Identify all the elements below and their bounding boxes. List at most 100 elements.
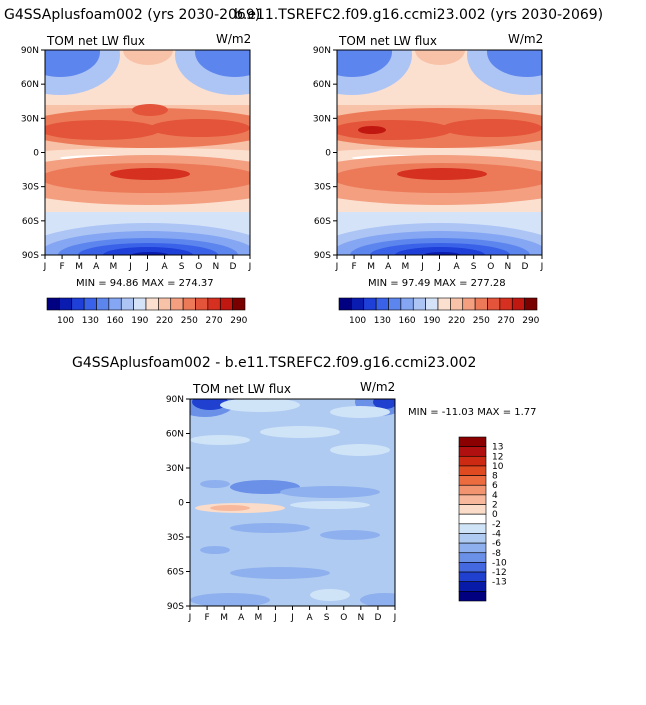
panel-b-field [337,50,542,255]
x-tick-label: D [521,262,528,272]
colorbar-swatch [458,513,487,525]
x-tick-label: J [393,613,397,623]
colorbar-swatch [108,297,122,311]
colorbar-label: 160 [398,316,415,326]
x-tick-label: J [188,613,192,623]
colorbar-label: 4 [492,491,498,501]
x-tick-label: M [401,262,409,272]
y-tick-label: 30N [166,464,184,474]
y-tick-label: 90N [21,46,39,56]
colorbar-label: 13 [492,443,503,453]
y-tick-label: 0 [178,499,184,509]
x-tick-label: J [248,262,252,272]
colorbar-label: 100 [349,316,366,326]
x-tick-label: A [161,262,168,272]
colorbar-label: 270 [205,316,222,326]
y-tick-label: 30S [314,183,331,193]
x-tick-label: M [109,262,117,272]
y-tick-label: 90N [166,395,184,405]
x-tick-label: N [357,613,364,623]
panel-a-y-ticks: 90N 60N 30N 0 30S 60S 90S [21,46,45,261]
colorbar-swatch [511,297,525,311]
colorbar-label: 270 [497,316,514,326]
colorbar-swatch [351,297,365,311]
colorbar-swatch [375,297,389,311]
x-tick-label: F [204,613,209,623]
panel-c-y-ticks: 90N 60N 30N 0 30S 60S 90S [166,395,190,612]
x-tick-label: N [212,262,219,272]
colorbar-label: -12 [492,568,507,578]
panel-a-units: W/m2 [216,32,251,46]
colorbar-swatch [458,484,487,496]
colorbar-label: -6 [492,539,501,549]
x-tick-label: S [324,613,330,623]
colorbar-label: 130 [82,316,99,326]
colorbar-swatch [207,297,221,311]
colorbar-swatch [232,297,246,311]
x-tick-label: A [385,262,392,272]
colorbar-swatch [338,297,352,311]
colorbar-swatch [400,297,414,311]
y-tick-label: 90N [313,46,331,56]
x-tick-label: A [306,613,313,623]
y-tick-label: 0 [33,149,39,159]
panel-b-title: b.e11.TSREFC2.f09.g16.ccmi23.002 (yrs 20… [234,7,603,23]
colorbar-label: -10 [492,558,507,568]
colorbar-swatch [96,297,110,311]
panel-b-subtitle: TOM net LW flux [338,34,437,48]
colorbar-swatch [458,494,487,505]
colorbar-label: 190 [423,316,440,326]
colorbar-swatch [458,475,487,486]
y-tick-label: 0 [325,149,331,159]
y-tick-label: 60N [166,430,184,440]
colorbar-swatch [71,297,85,311]
colorbar-swatch [437,297,451,311]
x-tick-label: J [335,262,339,272]
panel-a: G4SSAplusfoam002 (yrs 2030-2069) TOM net… [4,7,260,326]
panel-a-title: G4SSAplusfoam002 (yrs 2030-2069) [4,7,260,23]
colorbar-swatch [59,297,73,311]
x-tick-label: A [93,262,100,272]
colorbar-swatch [219,297,233,311]
colorbar-swatch [133,297,147,311]
x-tick-label: A [453,262,460,272]
colorbar-label: 250 [181,316,198,326]
x-tick-label: J [437,262,441,272]
colorbar-label: 130 [374,316,391,326]
panel-a-stats: MIN = 94.86 MAX = 274.37 [76,278,214,289]
colorbar-swatch [458,552,487,563]
panel-c-subtitle: TOM net LW flux [192,382,291,396]
y-tick-label: 60N [21,80,39,90]
colorbar-label: 290 [522,316,539,326]
x-tick-label: S [179,262,185,272]
colorbar-swatch [458,571,487,583]
x-tick-label: M [220,613,228,623]
y-tick-label: 30N [313,114,331,124]
x-tick-label: J [420,262,424,272]
colorbar-swatch [458,465,487,476]
panel-c-title: G4SSAplusfoam002 - b.e11.TSREFC2.f09.g16… [72,355,476,371]
panel-c-field [190,399,395,606]
panel-b-units: W/m2 [508,32,543,46]
x-tick-label: O [487,262,494,272]
colorbar-swatch [170,297,184,311]
y-tick-label: 30N [21,114,39,124]
colorbar-label: 12 [492,452,503,462]
x-tick-label: O [195,262,202,272]
colorbar-swatch [363,297,377,311]
colorbar-label: 190 [131,316,148,326]
colorbar-swatch [474,297,488,311]
y-tick-label: 90S [22,251,39,261]
panel-b-stats: MIN = 97.49 MAX = 277.28 [368,278,506,289]
y-tick-label: 60S [314,217,331,227]
y-tick-label: 60N [313,80,331,90]
colorbar-swatch [499,297,513,311]
colorbar-label: 6 [492,481,498,491]
x-tick-label: J [43,262,47,272]
colorbar-swatch [46,297,60,311]
colorbar-label: 8 [492,472,498,482]
colorbar-swatch [458,533,487,544]
x-tick-label: O [340,613,347,623]
